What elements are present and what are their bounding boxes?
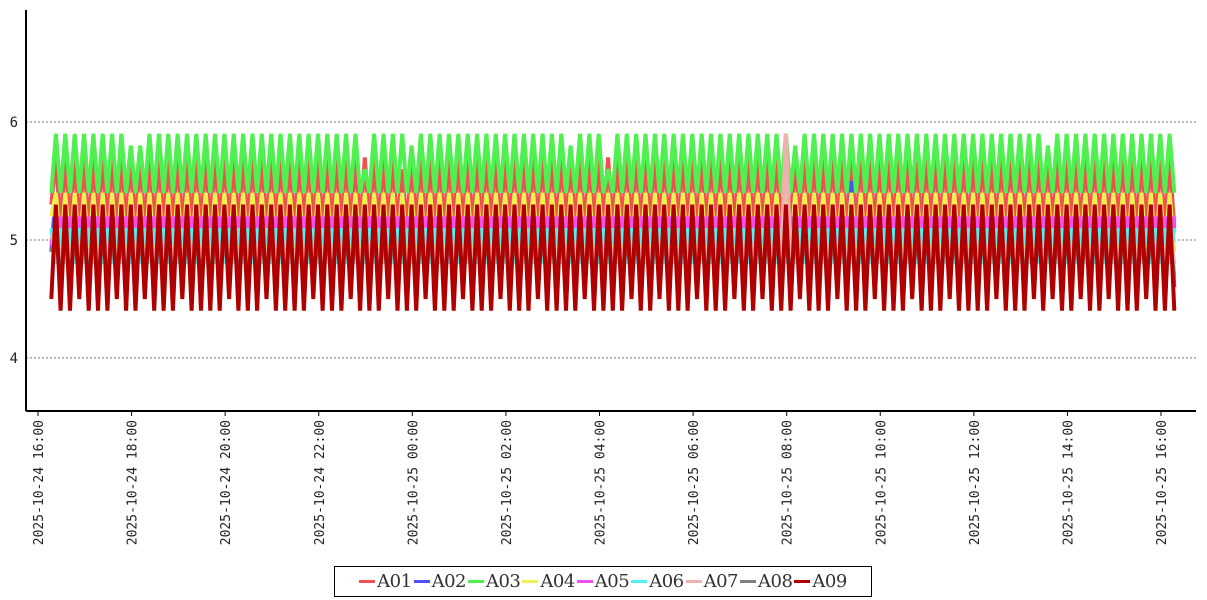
legend-item-a01[interactable]: A01 xyxy=(359,571,412,592)
legend-label: A05 xyxy=(594,571,630,592)
x-tick-label: 2025-10-25 12:00 xyxy=(968,420,983,545)
series-line-a09 xyxy=(49,204,1177,311)
y-tick-label: 6 xyxy=(10,115,18,131)
x-tick-label: 2025-10-25 08:00 xyxy=(781,420,796,545)
legend-label: A01 xyxy=(377,571,412,592)
legend-swatch xyxy=(631,580,648,583)
series-lines xyxy=(49,133,1177,311)
legend-swatch xyxy=(413,580,430,583)
x-tick-label: 2025-10-24 20:00 xyxy=(219,420,234,545)
x-tick-label: 2025-10-24 22:00 xyxy=(313,420,328,545)
x-tick-label: 2025-10-24 16:00 xyxy=(32,420,47,545)
series-line-a05 xyxy=(49,216,1177,264)
legend-label: A02 xyxy=(431,571,467,592)
series-line-a03 xyxy=(49,133,1177,194)
legend-item-a05[interactable]: A05 xyxy=(576,571,630,592)
legend-swatch xyxy=(359,580,376,583)
legend-item-a02[interactable]: A02 xyxy=(413,571,467,592)
legend-item-a06[interactable]: A06 xyxy=(631,571,684,592)
legend-label: A04 xyxy=(540,571,575,592)
x-tick-label: 2025-10-25 14:00 xyxy=(1061,420,1076,545)
legend-label: A07 xyxy=(703,571,739,592)
x-axis-ticks: 2025-10-24 16:00 2025-10-24 18:00 2025-10-… xyxy=(32,411,1170,545)
legend-item-a07[interactable]: A07 xyxy=(685,571,739,592)
legend-item-a08[interactable]: A08 xyxy=(740,571,793,592)
legend-swatch xyxy=(576,580,593,583)
y-axis-ticks: 4 5 6 xyxy=(10,115,18,367)
series-line-a06 xyxy=(49,227,1177,264)
x-tick-label: 2025-10-25 10:00 xyxy=(874,420,889,545)
x-tick-label: 2025-10-24 18:00 xyxy=(126,420,141,545)
legend: A01 A02 A03 A04 A05 A06 A07 A08 A09 xyxy=(334,566,872,597)
legend-label: A06 xyxy=(649,571,684,592)
x-tick-label: 2025-10-25 02:00 xyxy=(500,420,515,545)
legend-item-a04[interactable]: A04 xyxy=(522,571,575,592)
legend-label: A09 xyxy=(812,571,847,592)
legend-swatch xyxy=(467,580,484,583)
legend-item-a09[interactable]: A09 xyxy=(794,571,847,592)
legend-swatch xyxy=(685,580,702,583)
x-tick-label: 2025-10-25 00:00 xyxy=(406,420,421,545)
x-tick-label: 2025-10-25 16:00 xyxy=(1155,420,1170,545)
y-tick-label: 5 xyxy=(10,233,18,249)
legend-swatch xyxy=(794,580,811,583)
legend-label: A08 xyxy=(758,571,793,592)
legend-label: A03 xyxy=(485,571,521,592)
x-tick-label: 2025-10-25 04:00 xyxy=(594,420,609,545)
legend-item-a03[interactable]: A03 xyxy=(467,571,521,592)
x-tick-label: 2025-10-25 06:00 xyxy=(687,420,702,545)
legend-swatch xyxy=(740,580,757,583)
legend-swatch xyxy=(522,580,539,583)
y-tick-label: 4 xyxy=(10,351,18,367)
